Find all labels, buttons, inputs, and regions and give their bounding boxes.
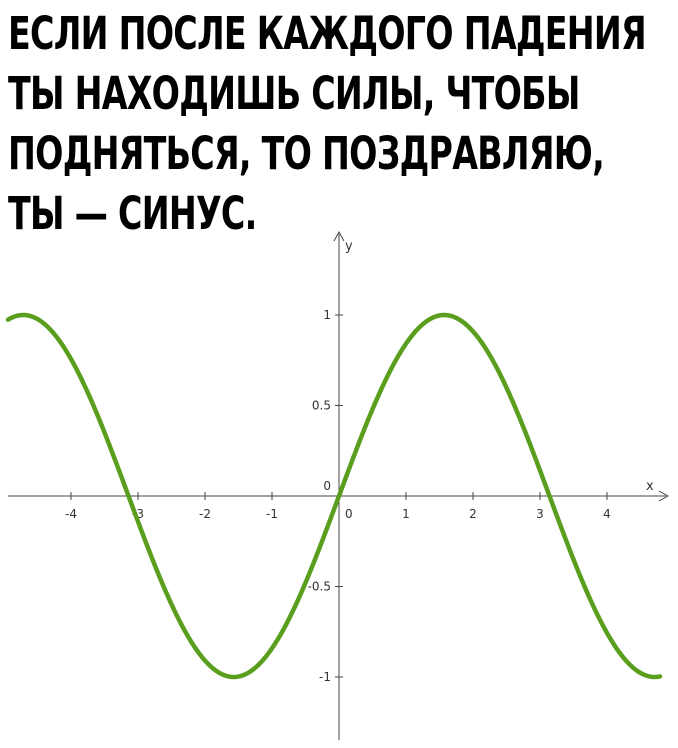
x-tick-label: 0 — [345, 507, 353, 521]
x-tick-label: 2 — [469, 507, 477, 521]
caption-line-2: ТЫ НАХОДИШЬ СИЛЫ, ЧТОБЫ — [8, 67, 580, 120]
y-tick-label: 0 — [323, 479, 331, 493]
y-axis-label: y — [345, 239, 353, 254]
axes: xy — [8, 230, 670, 740]
x-tick-label: -3 — [132, 507, 144, 521]
x-tick-label: 1 — [402, 507, 410, 521]
y-axis-arrow-icon — [333, 230, 345, 242]
x-tick-label: 4 — [603, 507, 611, 521]
y-tick-label: -0.5 — [308, 580, 331, 594]
y-tick-label: 1 — [323, 308, 331, 322]
caption-line-4: ТЫ — СИНУС. — [8, 187, 257, 240]
x-tick-label: -2 — [199, 507, 211, 521]
x-tick-label: -4 — [65, 507, 77, 521]
x-tick-label: 3 — [536, 507, 544, 521]
y-tick-label: 0.5 — [312, 399, 331, 413]
sine-series-line — [5, 312, 663, 680]
ticks: -4 -3 -2 -1 0 1 2 3 4 1 0.5 0 -0.5 -1 — [65, 308, 611, 684]
y-tick-label: -1 — [319, 670, 331, 684]
x-axis-label: x — [646, 479, 654, 494]
x-axis-arrow-icon — [658, 490, 670, 502]
series — [3, 312, 675, 680]
x-tick-label: -1 — [266, 507, 278, 521]
